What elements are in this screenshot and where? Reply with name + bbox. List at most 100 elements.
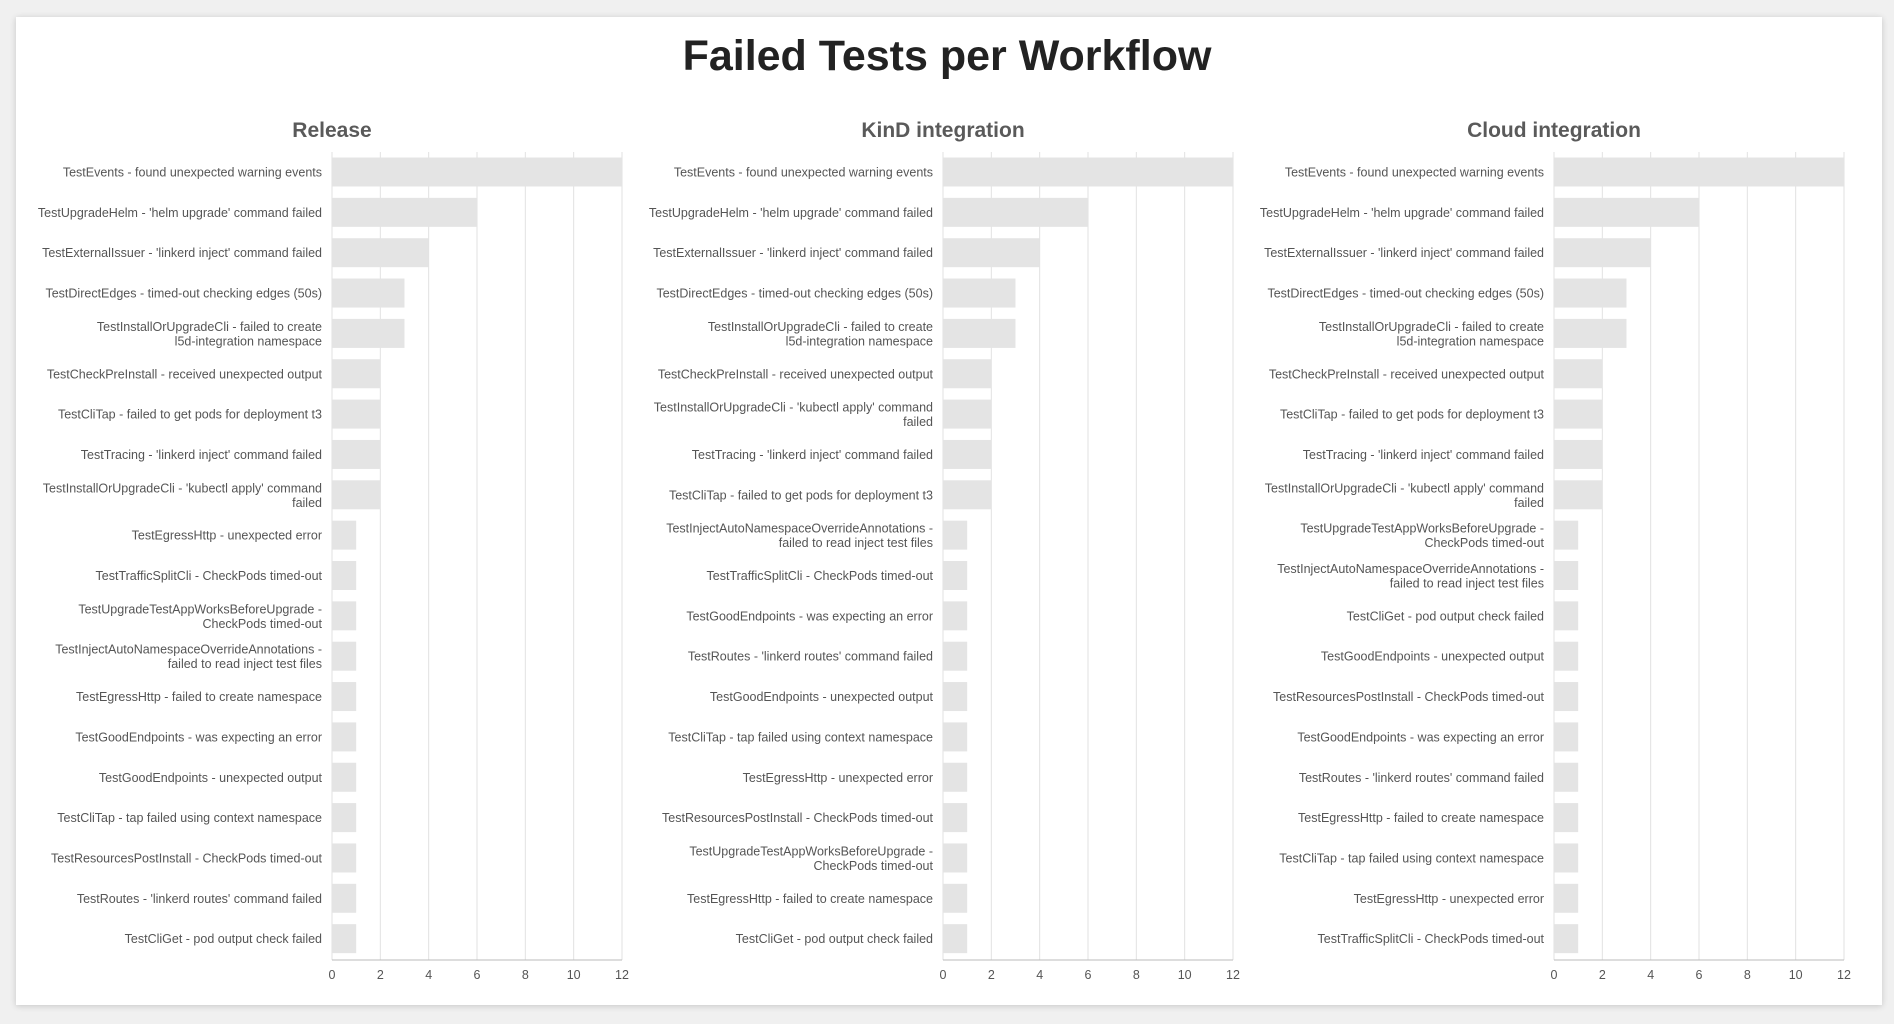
bar [943,197,1088,227]
bar [332,924,357,954]
category-label: TestInstallOrUpgradeCli - failed to crea… [708,320,933,349]
x-tick-label: 0 [329,968,336,982]
category-label: TestGoodEndpoints - unexpected output [99,771,323,785]
category-label: TestInjectAutoNamespaceOverrideAnnotatio… [55,643,322,672]
bar [1554,682,1579,712]
bar [1554,601,1579,631]
chart-2: Cloud integration 0 2 4 6 8 10 12 TestEvents - f… [1260,119,1851,982]
x-tick-label: 2 [1599,968,1606,982]
x-tick-label: 6 [474,968,481,982]
category-label: TestTrafficSplitCli - CheckPods timed-ou… [1318,932,1545,946]
category-label: TestExternalIssuer - 'linkerd inject' co… [653,246,933,260]
category-label: TestUpgradeTestAppWorksBeforeUpgrade -Ch… [689,844,933,873]
category-label: TestCliTap - tap failed using context na… [57,811,322,825]
category-label: TestUpgradeHelm - 'helm upgrade' command… [38,206,322,220]
bar [943,924,968,954]
bar [332,318,405,348]
bar [1554,318,1627,348]
bar [332,883,357,913]
category-label: TestUpgradeHelm - 'helm upgrade' command… [1260,206,1544,220]
chart-title: Release [292,119,371,142]
bar [1554,238,1651,268]
category-label: TestCliTap - failed to get pods for depl… [669,488,933,502]
category-label: TestGoodEndpoints - was expecting an err… [75,730,322,744]
x-tick-label: 0 [1551,968,1558,982]
bar [332,480,381,510]
bar [943,439,992,469]
bar [943,318,1016,348]
bar [1554,641,1579,671]
category-label: TestEvents - found unexpected warning ev… [1285,166,1544,180]
chart-1: KinD integration 0 2 4 6 8 10 12 TestEvents - fo… [649,119,1240,982]
bar [1554,359,1603,389]
category-label: TestInjectAutoNamespaceOverrideAnnotatio… [666,522,933,551]
category-label: TestEgressHttp - unexpected error [1354,892,1544,906]
bar [943,843,968,873]
x-tick-label: 10 [1789,968,1803,982]
x-tick-label: 8 [522,968,529,982]
category-label: TestCliTap - tap failed using context na… [668,730,933,744]
x-tick-label: 6 [1696,968,1703,982]
bar [332,197,477,227]
x-tick-label: 12 [1837,968,1851,982]
bar [332,762,357,792]
x-tick-label: 0 [940,968,947,982]
category-label: TestTracing - 'linkerd inject' command f… [692,448,933,462]
x-tick-label: 10 [1178,968,1192,982]
x-tick-label: 2 [988,968,995,982]
category-label: TestResourcesPostInstall - CheckPods tim… [1273,690,1544,704]
bar [332,278,405,308]
category-label: TestEgressHttp - failed to create namesp… [1298,811,1544,825]
bar [332,439,381,469]
bar [943,520,968,550]
category-label: TestDirectEdges - timed-out checking edg… [1267,287,1544,301]
bar [1554,722,1579,752]
x-tick-label: 2 [377,968,384,982]
bar [332,561,357,590]
category-label: TestTrafficSplitCli - CheckPods timed-ou… [707,569,934,583]
category-label: TestGoodEndpoints - was expecting an err… [686,609,933,623]
chart-title: KinD integration [861,119,1024,142]
bar [943,762,968,792]
bar [332,601,357,631]
category-label: TestResourcesPostInstall - CheckPods tim… [662,811,933,825]
category-label: TestTrafficSplitCli - CheckPods timed-ou… [96,569,323,583]
bar [332,843,357,873]
x-tick-label: 6 [1085,968,1092,982]
category-label: TestCliTap - failed to get pods for depl… [1280,408,1544,422]
bar [1554,439,1603,469]
category-label: TestUpgradeTestAppWorksBeforeUpgrade -Ch… [78,602,322,631]
category-label: TestTracing - 'linkerd inject' command f… [81,448,322,462]
bar [332,641,357,671]
category-label: TestEgressHttp - failed to create namesp… [687,892,933,906]
bar [332,722,357,752]
category-label: TestGoodEndpoints - unexpected output [710,690,934,704]
category-label: TestGoodEndpoints - was expecting an err… [1297,730,1544,744]
bar [1554,197,1699,227]
category-label: TestRoutes - 'linkerd routes' command fa… [77,892,322,906]
category-label: TestInstallOrUpgradeCli - 'kubectl apply… [654,401,933,430]
category-label: TestCliTap - failed to get pods for depl… [58,408,322,422]
x-tick-label: 12 [1226,968,1240,982]
chart-title: Cloud integration [1467,119,1641,142]
category-label: TestEvents - found unexpected warning ev… [674,166,933,180]
category-label: TestEgressHttp - failed to create namesp… [76,690,322,704]
category-label: TestGoodEndpoints - unexpected output [1321,650,1545,664]
bar [943,601,968,631]
page-title: Failed Tests per Workflow [682,32,1212,80]
x-tick-label: 12 [615,968,629,982]
category-label: TestExternalIssuer - 'linkerd inject' co… [1264,246,1544,260]
bar [943,359,992,389]
category-label: TestCliGet - pod output check failed [736,932,933,946]
category-label: TestInstallOrUpgradeCli - failed to crea… [97,320,322,349]
category-label: TestUpgradeTestAppWorksBeforeUpgrade -Ch… [1300,522,1544,551]
category-label: TestInstallOrUpgradeCli - 'kubectl apply… [1265,481,1544,510]
category-label: TestCheckPreInstall - received unexpecte… [1269,367,1545,381]
bar [943,883,968,913]
bar [943,238,1040,268]
chart-0: Release 0 2 4 6 8 10 12 TestEvents - found unexp… [38,119,629,982]
bar [1554,843,1579,873]
bar [1554,399,1603,429]
bar [332,157,622,187]
bar [1554,803,1579,833]
